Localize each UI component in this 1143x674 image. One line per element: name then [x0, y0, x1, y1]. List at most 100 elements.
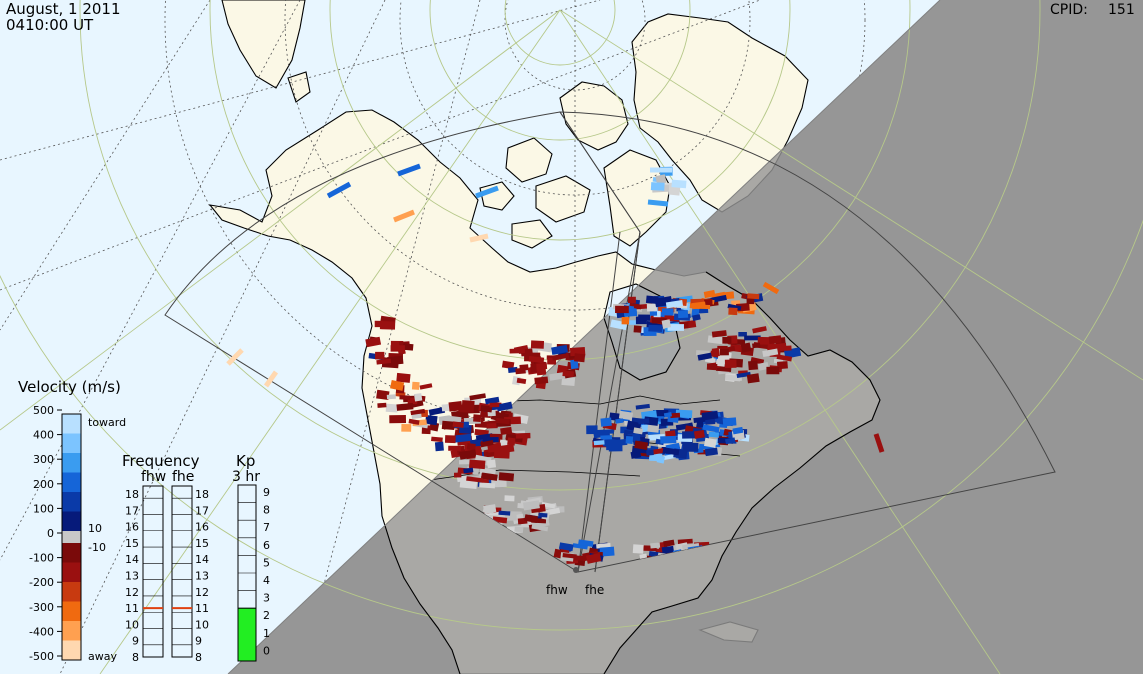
scatter-cell	[479, 482, 496, 489]
scatter-cell	[452, 421, 464, 428]
arctic-island-4	[511, 219, 553, 249]
scatter-cell	[486, 423, 498, 429]
velocity-vector	[397, 163, 421, 177]
scatter-cell	[724, 359, 737, 369]
scatter-cell	[448, 445, 461, 451]
scatter-cell	[530, 340, 545, 349]
scatter-cell	[536, 368, 547, 376]
scatter-cell	[746, 373, 760, 384]
scatter-cell	[514, 526, 524, 533]
kp-tick-label: 2	[263, 609, 270, 622]
scatter-cell	[634, 440, 649, 450]
velocity-tick-label: -300	[29, 601, 54, 614]
scatter-cell	[396, 372, 411, 383]
scatter-cell	[661, 308, 674, 316]
scatter-cell	[466, 443, 476, 451]
velocity-tick-label: 500	[33, 404, 54, 417]
scatter-cell	[633, 427, 644, 435]
scatter-cell	[528, 355, 545, 364]
velocity-title: Velocity (m/s)	[18, 378, 121, 396]
scatter-cell	[505, 412, 513, 420]
velocity-vector	[326, 181, 352, 199]
scatter-cell	[736, 371, 751, 379]
scatter-cell	[377, 402, 387, 408]
scatter-cell	[702, 424, 720, 433]
scatter-cell	[365, 336, 382, 348]
scatter-cell	[515, 432, 531, 439]
frequency-column-frame	[142, 485, 164, 658]
frequency-tick-left: 18	[125, 488, 139, 501]
ellesmere-island	[559, 81, 629, 151]
scatter-cell	[562, 553, 577, 559]
scatter-cell	[419, 383, 433, 390]
scatter-cell	[408, 418, 420, 425]
kp-tick-label: 8	[263, 504, 270, 517]
scatter-cell	[428, 406, 446, 416]
scatter-cell	[661, 319, 672, 329]
scatter-cell	[401, 423, 412, 432]
radar-site-label-fhw: fhw	[546, 583, 568, 597]
velocity-swatch-away	[62, 640, 81, 661]
scatter-cell	[574, 353, 586, 363]
velocity-legend: Velocity (m/s) 500 400 300 200 100 0 -100 -200 -…	[18, 378, 126, 663]
scatter-cell	[376, 389, 390, 401]
scatter-cell	[468, 459, 486, 470]
scatter-cell	[410, 408, 426, 416]
velocity-vector	[475, 185, 499, 199]
scatter-cell	[562, 370, 575, 378]
scatter-cell	[682, 442, 699, 452]
scatter-cell	[501, 360, 515, 370]
scatter-cell	[507, 437, 516, 446]
scatter-cell	[390, 380, 405, 391]
frequency-tick-left: 17	[125, 504, 139, 517]
scatter-cell	[655, 174, 667, 185]
scatter-cell	[660, 435, 677, 444]
scatter-cell	[399, 395, 411, 400]
scatter-cell	[507, 366, 518, 374]
velocity-vector	[226, 348, 244, 366]
scatter-cell	[558, 542, 574, 552]
frequency-tick-left: 11	[125, 602, 139, 615]
scatter-cell	[776, 361, 788, 370]
scatter-cell	[444, 435, 456, 444]
velocity-swatch-away	[62, 582, 81, 602]
scatter-cell	[516, 377, 527, 384]
scatter-cell	[586, 552, 602, 564]
arctic-island-1	[505, 137, 553, 183]
scatter-cell	[551, 344, 568, 355]
scatter-cell	[586, 425, 598, 435]
kp-tick-label: 4	[263, 574, 270, 587]
velocity-vectors-extra	[226, 163, 885, 453]
scatter-cell	[628, 320, 637, 325]
cpid-value: 151	[1108, 2, 1135, 18]
scatter-cell	[635, 316, 647, 325]
velocity-swatch-away	[62, 562, 81, 583]
scatter-cell	[637, 418, 650, 425]
velocity-swatch-toward	[62, 511, 81, 532]
scatter-cell	[431, 436, 443, 443]
scatter-cell	[703, 289, 716, 299]
small-island-top	[287, 71, 311, 103]
velocity-tick-labels: 500 400 300 200 100 0 -100 -200 -300 -400 -500	[29, 404, 62, 663]
frequency-tick-right: 12	[195, 586, 209, 599]
scatter-cell	[473, 414, 482, 423]
scatter-cell	[710, 294, 727, 303]
scatter-cell	[665, 300, 684, 309]
scatter-cell	[495, 417, 510, 425]
scatter-cell	[459, 479, 478, 489]
scatter-cell	[509, 348, 525, 354]
scatter-cell	[463, 467, 474, 474]
scatter-cell	[752, 326, 767, 334]
velocity-swatch-ground	[62, 531, 81, 543]
scatter-cell	[671, 179, 687, 189]
scatter-cell	[413, 393, 423, 402]
velocity-swatch-toward	[62, 492, 81, 512]
scatter-cell	[459, 449, 477, 460]
scatter-cell	[498, 510, 511, 516]
frequency-tick-left: 8	[132, 651, 139, 664]
frequency-tick-right: 8	[195, 651, 202, 664]
scatter-cell	[744, 335, 761, 341]
frequency-tick-right: 15	[195, 537, 209, 550]
scatter-cell	[701, 410, 719, 421]
radar-fov	[164, 111, 1056, 573]
